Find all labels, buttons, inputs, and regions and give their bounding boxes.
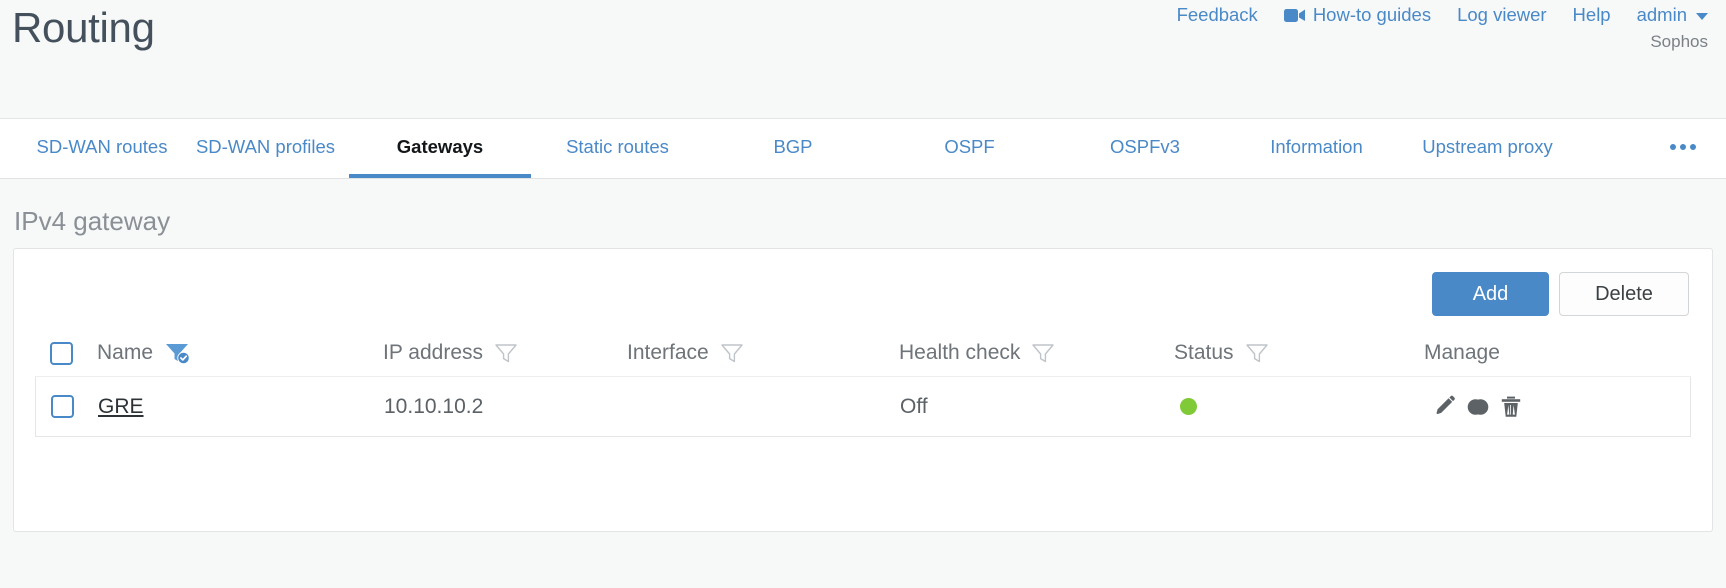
column-label: Interface [627,341,709,364]
main-content: IPv4 gateway Add Delete Name [0,206,1726,532]
tab-sd-wan-profiles[interactable]: SD-WAN profiles [182,119,349,178]
table-header-status: Status [1174,341,1424,365]
filter-icon[interactable] [1030,341,1056,365]
column-label: Manage [1424,341,1500,364]
header-link-label: Help [1572,4,1611,25]
tab-bar: SD-WAN routes SD-WAN profiles Gateways S… [0,118,1726,179]
table-header-ip-address: IP address [383,341,627,365]
gateway-name-link[interactable]: GRE [98,394,144,418]
tab-label: OSPF [944,135,995,157]
edit-icon[interactable] [1433,395,1457,419]
tab-label: Static routes [566,135,669,157]
chevron-down-icon [1696,12,1708,20]
tab-label: Upstream proxy [1422,135,1553,157]
user-menu-admin[interactable]: admin [1637,4,1708,26]
tab-information[interactable]: Information [1233,119,1400,178]
tab-ospf[interactable]: OSPF [882,119,1057,178]
tab-ospfv3[interactable]: OSPFv3 [1057,119,1233,178]
header-link-feedback[interactable]: Feedback [1177,4,1258,26]
add-button[interactable]: Add [1432,272,1549,316]
tab-label: SD-WAN routes [36,135,168,157]
table-header-row: Name IP address [35,330,1691,377]
tab-sd-wan-routes[interactable]: SD-WAN routes [22,119,182,178]
header-link-label: How-to guides [1312,4,1432,25]
filter-active-icon[interactable] [163,341,191,365]
status-badge [1180,398,1197,415]
header-links: Feedback How-to guides Log viewer Help a… [1177,4,1708,26]
table-header-name: Name [97,341,383,365]
filter-icon[interactable] [719,341,745,365]
table-header-select [35,341,97,365]
tab-bgp[interactable]: BGP [704,119,882,178]
column-label: Status [1174,341,1234,364]
column-label: Health check [899,341,1021,364]
header-link-how-to-guides[interactable]: How-to guides [1283,4,1432,26]
tab-label: BGP [773,135,813,157]
ipv4-gateway-card: Add Delete Name [13,248,1713,532]
more-horizontal-icon[interactable] [1664,119,1702,178]
tab-overflow-dots [1670,143,1696,150]
tab-label: Information [1270,135,1363,157]
row-manage-cell [1425,395,1690,419]
tab-label: SD-WAN profiles [195,135,336,157]
header-link-help[interactable]: Help [1573,4,1611,26]
clone-icon[interactable] [1466,395,1490,419]
column-label: IP address [383,341,484,364]
row-health-check-cell: Off [900,395,1175,419]
table-header-health-check: Health check [899,341,1174,365]
row-select-cell [36,395,98,418]
delete-button[interactable]: Delete [1559,272,1689,316]
table-row[interactable]: GRE 10.10.10.2 Off [35,377,1691,437]
row-ip-cell: 10.10.10.2 [384,395,628,419]
tab-list: SD-WAN routes SD-WAN profiles Gateways S… [0,119,1726,178]
table-header-interface: Interface [627,341,899,365]
organization-name: Sophos [1650,32,1708,51]
gateway-health-check: Off [900,394,928,418]
video-camera-icon [1283,8,1306,23]
filter-icon[interactable] [1244,341,1270,365]
tab-label: OSPFv3 [1110,135,1180,157]
row-name-cell: GRE [98,395,384,419]
tab-label: Gateways [396,135,484,157]
filter-icon[interactable] [493,341,519,365]
tab-static-routes[interactable]: Static routes [531,119,704,178]
column-label: Name [97,341,154,364]
header-link-log-viewer[interactable]: Log viewer [1457,4,1546,26]
header-link-label: Log viewer [1457,4,1547,25]
tab-gateways[interactable]: Gateways [349,119,531,178]
delete-icon[interactable] [1499,395,1523,419]
tab-upstream-proxy[interactable]: Upstream proxy [1400,119,1575,178]
section-title: IPv4 gateway [14,206,171,236]
user-menu-label: admin [1636,4,1687,25]
gateways-table: Name IP address [35,330,1691,437]
select-all-checkbox[interactable] [50,341,73,365]
manage-actions [1433,395,1523,419]
row-status-cell [1175,398,1425,415]
table-toolbar: Add Delete [14,249,1712,316]
row-checkbox[interactable] [51,395,74,418]
table-header-manage: Manage [1424,341,1691,365]
gateway-ip-address: 10.10.10.2 [384,394,484,418]
header-link-label: Feedback [1176,4,1258,25]
page-title: Routing [12,4,155,51]
page-header: Routing Feedback How-to guides Log viewe… [0,0,1726,118]
